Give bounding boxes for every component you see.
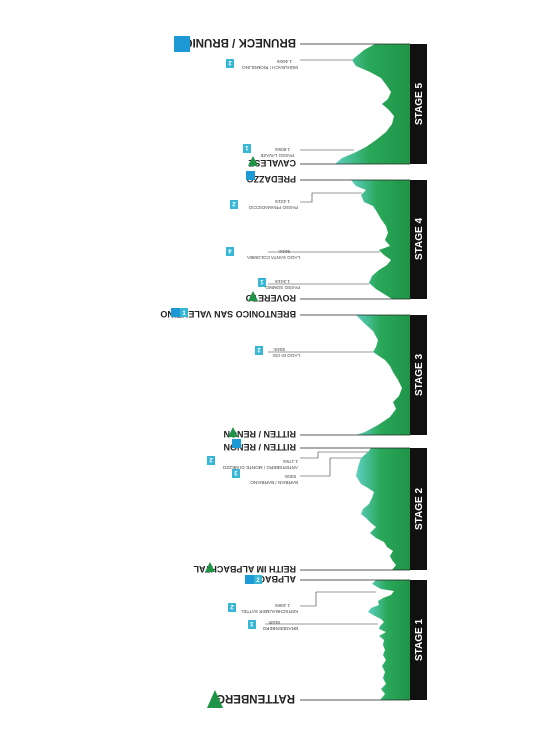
climb-altitude: 924m xyxy=(278,249,290,254)
climb-altitude: 1.460m xyxy=(277,59,292,64)
category-badge: 3 xyxy=(232,469,240,478)
stage-label: STAGE 5 xyxy=(414,83,425,125)
svg-text:1: 1 xyxy=(245,144,249,150)
category-badge: 4 xyxy=(226,247,234,256)
climb-name: BARBIAN / BARBIANO xyxy=(250,480,298,485)
climb-altitude: 1.175m xyxy=(283,459,298,464)
finish-flag-icon xyxy=(174,36,190,52)
svg-text:2: 2 xyxy=(230,603,234,609)
stage-label: STAGE 1 xyxy=(414,619,425,661)
climb-name: MÜHLBACH / RIOMOLINO xyxy=(242,65,298,71)
svg-text:3: 3 xyxy=(234,469,238,475)
stage-bar-1: STAGE 1 xyxy=(410,580,427,700)
svg-text:1: 1 xyxy=(182,311,186,317)
climb-altitude: 1.341m xyxy=(275,279,290,284)
climb-altitude: 916m xyxy=(268,620,280,625)
town-label: ALPBACH xyxy=(252,574,296,584)
stage-label: STAGE 2 xyxy=(414,488,425,530)
stage-bar-3: STAGE 3 xyxy=(410,315,427,435)
stage-label: STAGE 3 xyxy=(414,354,425,396)
stage-bars: STAGE 1 STAGE 2 STAGE 3 STAGE 4 STAGE 5 xyxy=(410,44,427,700)
climb-markers: 3 BRANDENBERG 916m 2 KERSCHBAUMER SATTEL… xyxy=(207,59,380,631)
town-label: BRENTONICO SAN VALENTINO xyxy=(160,309,296,319)
climb-altitude: 934m xyxy=(273,347,285,352)
climb-name: BRANDENBERG xyxy=(262,626,298,631)
svg-text:1: 1 xyxy=(260,278,264,284)
town-label: CAVALESE xyxy=(248,158,296,168)
town-label: RATTENBERG xyxy=(216,692,295,704)
svg-text:2: 2 xyxy=(257,346,261,352)
town-label: ROVERETO xyxy=(246,293,296,303)
category-badge: 2 xyxy=(254,575,262,584)
stage-label: STAGE 4 xyxy=(414,218,425,260)
climb-name: ANTERSBERG / MONTE DI MEZZO xyxy=(222,465,298,470)
svg-text:2: 2 xyxy=(209,456,213,462)
climb-altitude: 1.108m xyxy=(275,603,290,608)
category-badge: 1 xyxy=(258,278,266,287)
town-label: BRUNECK / BRUNICO xyxy=(175,36,296,48)
stage-bar-5: STAGE 5 xyxy=(410,44,427,164)
category-badge: 2 xyxy=(255,346,263,355)
category-badge: 2 xyxy=(226,59,234,68)
town-markers: RATTENBERG ALPBACH 2 REITH IM ALPBACHTAL… xyxy=(160,36,410,708)
start-flag-icon xyxy=(248,291,258,301)
category-badge: 2 xyxy=(207,456,215,465)
stage-2-profile xyxy=(356,448,410,570)
climb-altitude: 830m xyxy=(284,474,296,479)
svg-text:2: 2 xyxy=(256,578,260,584)
elevation-profiles xyxy=(335,44,410,700)
svg-text:2: 2 xyxy=(228,59,232,65)
climb-name: KERSCHBAUMER SATTEL xyxy=(240,609,298,614)
finish-flag-icon xyxy=(232,439,241,448)
finish-flag-icon xyxy=(246,171,255,180)
category-badge: 2 xyxy=(228,603,236,612)
finish-flag-icon xyxy=(245,575,254,584)
start-flag-icon xyxy=(205,562,215,572)
category-badge: 3 xyxy=(248,620,256,629)
stage-bar-4: STAGE 4 xyxy=(410,180,427,299)
climb-name: PASSO SOMMO xyxy=(265,285,300,290)
stage-5-profile xyxy=(335,44,410,164)
town-label: RITTEN / RENON xyxy=(223,429,296,439)
category-badge: 1 xyxy=(180,308,188,317)
finish-flag-icon xyxy=(171,308,180,317)
start-flag-icon xyxy=(248,156,258,166)
town-label: REITH IM ALPBACHTAL xyxy=(193,564,296,574)
stage-3-profile xyxy=(356,315,410,435)
climb-name: LAGO DI CEI xyxy=(272,353,300,358)
svg-text:4: 4 xyxy=(228,247,232,253)
category-badge: 2 xyxy=(230,200,238,209)
town-label: PREDAZZO xyxy=(247,174,297,184)
start-flag-icon xyxy=(228,427,238,437)
stage-1-profile xyxy=(368,580,410,700)
svg-text:3: 3 xyxy=(250,620,254,626)
start-flag-icon xyxy=(207,690,223,708)
svg-text:2: 2 xyxy=(232,200,236,206)
category-badge: 1 xyxy=(243,144,251,153)
climb-altitude: 1.805m xyxy=(275,147,290,152)
stage-bar-2: STAGE 2 xyxy=(410,448,427,570)
climb-name: PASSO PRAMADICCIO xyxy=(248,205,298,210)
climb-name: LAGO SANTA COLOMBA xyxy=(246,255,300,260)
stage-4-profile xyxy=(351,180,410,299)
climb-name: PASSO LAVAZE xyxy=(260,153,294,158)
climb-altitude: 1.431m xyxy=(275,199,290,204)
town-label: RITTEN / RENON xyxy=(223,442,296,452)
